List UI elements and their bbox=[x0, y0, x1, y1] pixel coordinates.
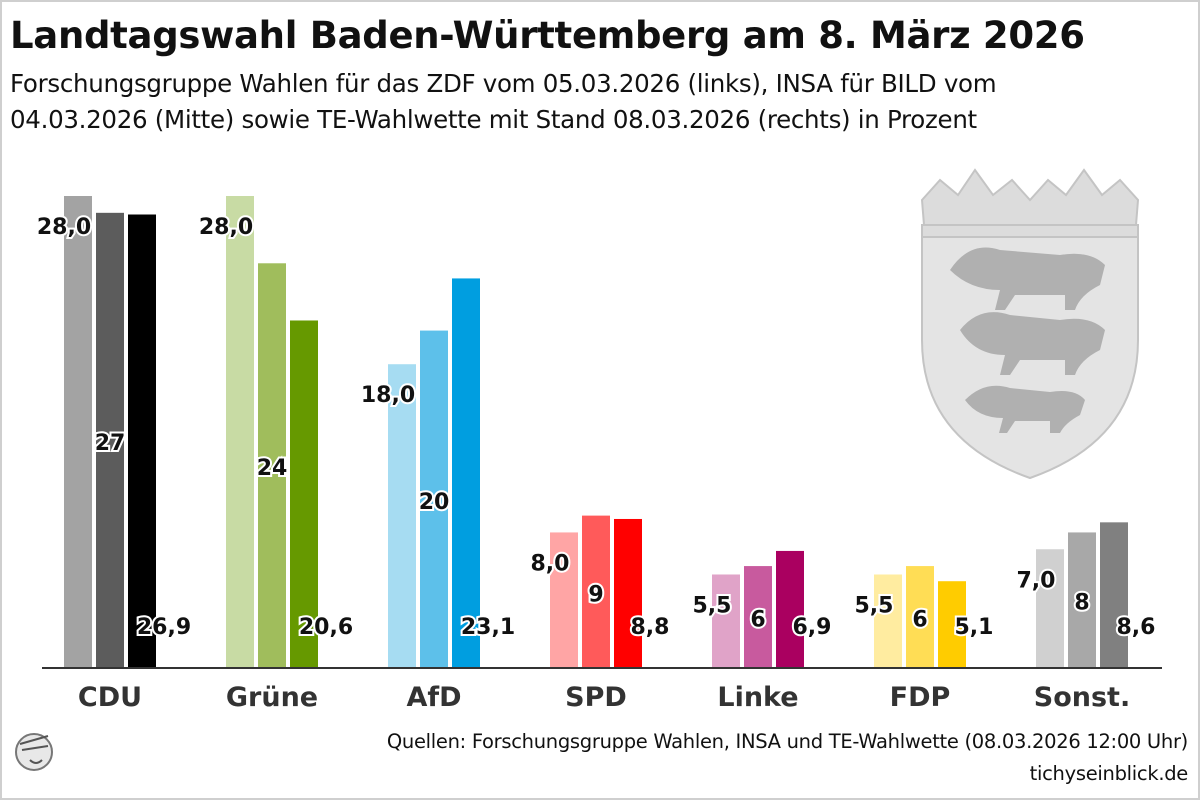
category-label: Grüne bbox=[226, 682, 318, 713]
bar-AfD-1 bbox=[420, 330, 448, 667]
data-label: 28,0 bbox=[199, 215, 253, 240]
chart-subtitle: Forschungsgruppe Wahlen für das ZDF vom … bbox=[10, 66, 997, 138]
bar-Linke-2 bbox=[776, 550, 804, 667]
data-label: 6,9 bbox=[793, 615, 832, 640]
subtitle-line-1: Forschungsgruppe Wahlen für das ZDF vom … bbox=[10, 69, 997, 98]
data-label: 6 bbox=[912, 608, 927, 633]
data-label: 27 bbox=[95, 431, 126, 456]
source-note: Quellen: Forschungsgruppe Wahlen, INSA u… bbox=[386, 730, 1188, 753]
bar-Grüne-2 bbox=[290, 320, 318, 667]
data-label: 20 bbox=[419, 490, 450, 515]
data-label: 8,6 bbox=[1117, 615, 1156, 640]
data-label: 18,0 bbox=[361, 383, 415, 408]
bar-CDU-1 bbox=[96, 212, 124, 668]
data-label: 8,8 bbox=[631, 615, 670, 640]
chart-title: Landtagswahl Baden-Württemberg am 8. Mär… bbox=[10, 14, 1085, 57]
data-label: 23,1 bbox=[461, 615, 515, 640]
data-label: 28,0 bbox=[37, 215, 91, 240]
data-label: 5,5 bbox=[693, 593, 732, 618]
bar-FDP-1 bbox=[906, 566, 934, 667]
bar-CDU-0 bbox=[64, 196, 92, 667]
category-label: Linke bbox=[717, 682, 798, 713]
bar-SPD-0 bbox=[550, 532, 578, 667]
subtitle-line-2: 04.03.2026 (Mitte) sowie TE-Wahlwette mi… bbox=[10, 105, 977, 134]
bar-Sonst.-1 bbox=[1068, 532, 1096, 667]
bar-Linke-0 bbox=[712, 574, 740, 667]
data-label: 8 bbox=[1074, 591, 1089, 616]
bar-SPD-1 bbox=[582, 515, 610, 667]
category-label: FDP bbox=[890, 682, 951, 713]
bar-Sonst.-0 bbox=[1036, 549, 1064, 667]
bar-SPD-2 bbox=[614, 518, 642, 667]
category-label: AfD bbox=[406, 682, 461, 713]
data-label: 7,0 bbox=[1017, 568, 1056, 593]
data-label: 8,0 bbox=[531, 551, 570, 576]
hermes-head-logo-icon bbox=[15, 733, 53, 771]
bar-AfD-2 bbox=[452, 278, 480, 667]
bar-Grüne-1 bbox=[258, 263, 286, 667]
bar-FDP-2 bbox=[938, 581, 966, 667]
category-label: Sonst. bbox=[1034, 682, 1130, 713]
baden-wuerttemberg-coat-of-arms-icon bbox=[920, 168, 1140, 480]
data-label: 20,6 bbox=[299, 615, 353, 640]
bar-FDP-0 bbox=[874, 574, 902, 667]
site-credit: tichyseinblick.de bbox=[1029, 762, 1189, 785]
bar-Sonst.-2 bbox=[1100, 522, 1128, 667]
data-label: 6 bbox=[750, 608, 765, 633]
data-label: 24 bbox=[257, 456, 288, 481]
category-label: CDU bbox=[78, 682, 142, 713]
bar-CDU-2 bbox=[128, 214, 156, 667]
category-label: SPD bbox=[565, 682, 627, 713]
data-label: 26,9 bbox=[137, 615, 191, 640]
data-label: 5,5 bbox=[855, 593, 894, 618]
data-label: 5,1 bbox=[955, 615, 994, 640]
bar-Grüne-0 bbox=[226, 196, 254, 667]
bar-AfD-0 bbox=[388, 364, 416, 667]
data-label: 9 bbox=[588, 582, 603, 607]
bar-Linke-1 bbox=[744, 566, 772, 667]
